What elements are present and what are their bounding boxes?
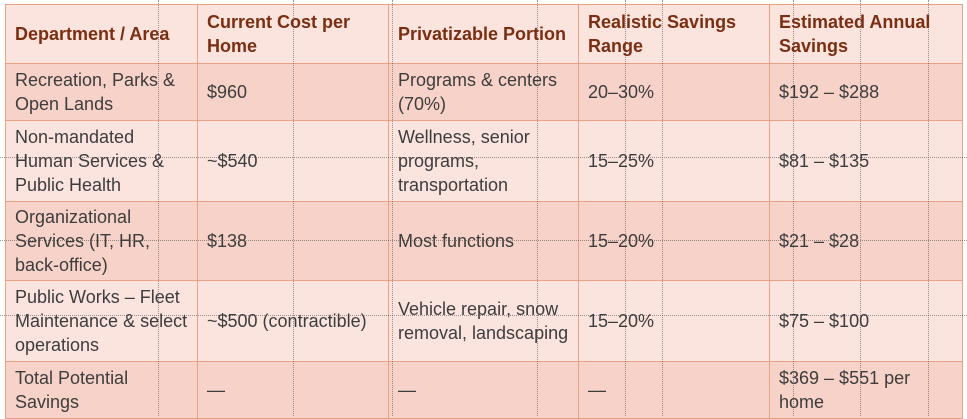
header-annual-savings: Estimated Annual Savings — [769, 4, 963, 64]
savings-table-container: Department / Area Current Cost per Home … — [5, 4, 963, 419]
table-row: Organizational Services (IT, HR, back-of… — [5, 201, 963, 281]
cell-department: Recreation, Parks & Open Lands — [5, 63, 198, 121]
cell-department: Organizational Services (IT, HR, back-of… — [5, 201, 198, 281]
header-current-cost: Current Cost per Home — [197, 4, 389, 64]
cell-current-cost: ~$500 (contractible) — [197, 280, 389, 362]
table-row: Public Works – Fleet Maintenance & selec… — [5, 280, 963, 362]
cell-total-cost: — — [197, 361, 389, 419]
cell-annual-savings: $192 – $288 — [769, 63, 963, 121]
header-savings-range: Realistic Savings Range — [578, 4, 770, 64]
header-row: Department / Area Current Cost per Home … — [5, 4, 963, 64]
header-department: Department / Area — [5, 4, 198, 64]
total-row: Total Potential Savings — — — $369 – $55… — [5, 361, 963, 419]
cell-total-label: Total Potential Savings — [5, 361, 198, 419]
cell-total-savings: $369 – $551 per home — [769, 361, 963, 419]
savings-table: Department / Area Current Cost per Home … — [5, 4, 963, 419]
cell-savings-range: 15–20% — [578, 280, 770, 362]
cell-privatizable-portion: Most functions — [388, 201, 579, 281]
table-row: Non-mandated Human Services & Public Hea… — [5, 120, 963, 202]
header-privatizable-portion: Privatizable Portion — [388, 4, 579, 64]
cell-annual-savings: $21 – $28 — [769, 201, 963, 281]
cell-annual-savings: $81 – $135 — [769, 120, 963, 202]
cell-annual-savings: $75 – $100 — [769, 280, 963, 362]
cell-privatizable-portion: Vehicle repair, snow removal, landscapin… — [388, 280, 579, 362]
table-row: Recreation, Parks & Open Lands $960 Prog… — [5, 63, 963, 121]
cell-current-cost: ~$540 — [197, 120, 389, 202]
cell-total-portion: — — [388, 361, 579, 419]
cell-savings-range: 15–20% — [578, 201, 770, 281]
cell-privatizable-portion: Programs & centers (70%) — [388, 63, 579, 121]
cell-department: Public Works – Fleet Maintenance & selec… — [5, 280, 198, 362]
cell-current-cost: $960 — [197, 63, 389, 121]
cell-total-range: — — [578, 361, 770, 419]
cell-current-cost: $138 — [197, 201, 389, 281]
cell-department: Non-mandated Human Services & Public Hea… — [5, 120, 198, 202]
cell-privatizable-portion: Wellness, senior programs, transportatio… — [388, 120, 579, 202]
cell-savings-range: 20–30% — [578, 63, 770, 121]
cell-savings-range: 15–25% — [578, 120, 770, 202]
